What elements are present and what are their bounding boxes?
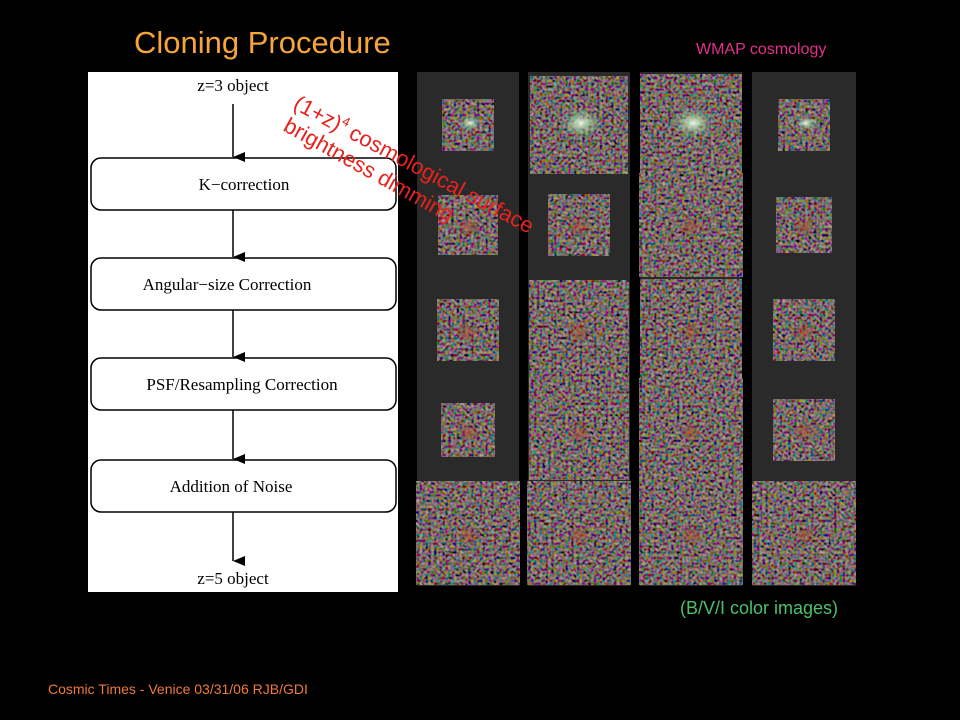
galaxy [794, 114, 818, 132]
galaxy [458, 114, 482, 132]
galaxy [567, 322, 591, 342]
flow-start: z=3 object [197, 76, 269, 95]
galaxy [792, 525, 816, 545]
step-box [90, 257, 397, 311]
galaxy [567, 422, 591, 442]
galaxy [792, 217, 816, 237]
galaxy [792, 422, 816, 442]
step-box [90, 459, 397, 513]
galaxy [567, 217, 591, 237]
step-label: Angular−size Correction [143, 275, 312, 294]
step-label: K−correction [199, 175, 290, 194]
galaxy [679, 322, 703, 342]
galaxy [559, 107, 603, 139]
galaxy [679, 217, 703, 237]
step-label: Addition of Noise [170, 477, 293, 496]
caption: (B/V/I color images) [680, 598, 838, 618]
slide-title: Cloning Procedure [134, 25, 391, 60]
galaxy [679, 525, 703, 545]
galaxy-images [416, 72, 856, 586]
subtitle: WMAP cosmology [696, 41, 826, 58]
footer: Cosmic Times - Venice 03/31/06 RJB/GDI [48, 681, 308, 697]
galaxy [670, 106, 716, 140]
step-box [90, 157, 397, 211]
galaxy [567, 525, 591, 545]
galaxy [456, 422, 480, 442]
step-box [90, 357, 397, 411]
flowchart: z=3 object K−correction Angular−size Cor… [88, 72, 398, 592]
flow-end: z=5 object [197, 569, 269, 588]
galaxy [456, 322, 480, 342]
step-label: PSF/Resampling Correction [146, 375, 338, 394]
galaxy [456, 217, 480, 237]
galaxy [456, 525, 480, 545]
galaxy [679, 422, 703, 442]
galaxy [792, 322, 816, 342]
